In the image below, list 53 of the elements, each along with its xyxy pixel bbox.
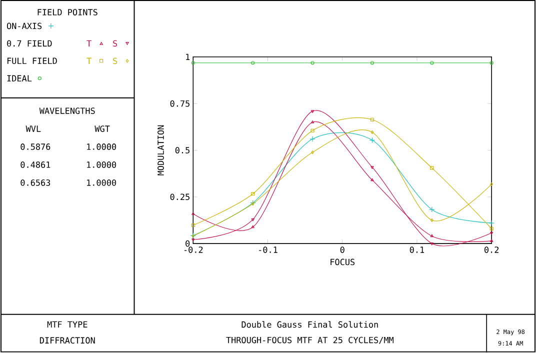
x-tick-label: -0.2	[184, 246, 203, 254]
point	[430, 166, 434, 170]
text: 0.5876	[20, 144, 50, 150]
point	[370, 118, 374, 122]
point	[430, 218, 434, 222]
text: MTF TYPE	[47, 321, 88, 328]
point	[370, 61, 374, 65]
y-tick-label: 1	[186, 54, 190, 60]
y-axis-title: MODULATION	[158, 125, 164, 176]
point	[251, 192, 255, 196]
point	[310, 128, 314, 132]
legend-title: FIELD POINTS	[38, 9, 98, 16]
text: WVL	[26, 126, 41, 132]
text: WAVELENGTHS	[39, 108, 95, 114]
point	[430, 61, 434, 65]
x-tick-label: 0.1	[410, 246, 424, 254]
point	[310, 110, 314, 114]
point	[310, 136, 316, 142]
text: THROUGH-FOCUS MTF AT 25 CYCLES/MM	[226, 336, 394, 344]
point	[251, 218, 254, 222]
legend-label: IDEAL	[7, 75, 32, 82]
y-tick-label: 0	[186, 240, 190, 247]
point	[251, 61, 255, 65]
point	[310, 120, 314, 124]
point	[311, 150, 314, 154]
text: 0.7 FIELD	[7, 40, 52, 47]
point	[369, 137, 376, 144]
text: DIFFRACTION	[40, 337, 95, 344]
point	[429, 206, 435, 213]
text: 1.0000	[87, 162, 116, 168]
x-tick-label: -0.1	[259, 246, 278, 254]
legend-label: S	[113, 58, 118, 64]
point	[310, 61, 314, 65]
point	[251, 225, 254, 228]
point	[370, 166, 374, 170]
legend-label: T	[86, 40, 92, 47]
y-tick-label: 0.5	[175, 147, 190, 154]
text: 0.6563	[20, 180, 50, 186]
text: 1.0000	[87, 180, 116, 186]
legend-label: ON-AXIS	[6, 22, 42, 30]
text: WGT	[94, 126, 110, 132]
y-tick-label: 0.75	[170, 100, 190, 107]
x-tick-label: 0	[340, 246, 344, 254]
text: 1.0000	[87, 144, 116, 150]
text: FULL FIELD	[7, 58, 57, 64]
y-tick-label: 0.25	[170, 194, 190, 200]
point	[370, 130, 374, 134]
text: 0.4861	[20, 162, 50, 168]
x-axis-title: FOCUS	[330, 258, 355, 266]
x-tick-label: 0.2	[484, 246, 498, 254]
legend-label: T	[86, 58, 92, 64]
legend-label: S	[113, 40, 118, 47]
text: Double Gauss Final Solution	[242, 321, 378, 328]
